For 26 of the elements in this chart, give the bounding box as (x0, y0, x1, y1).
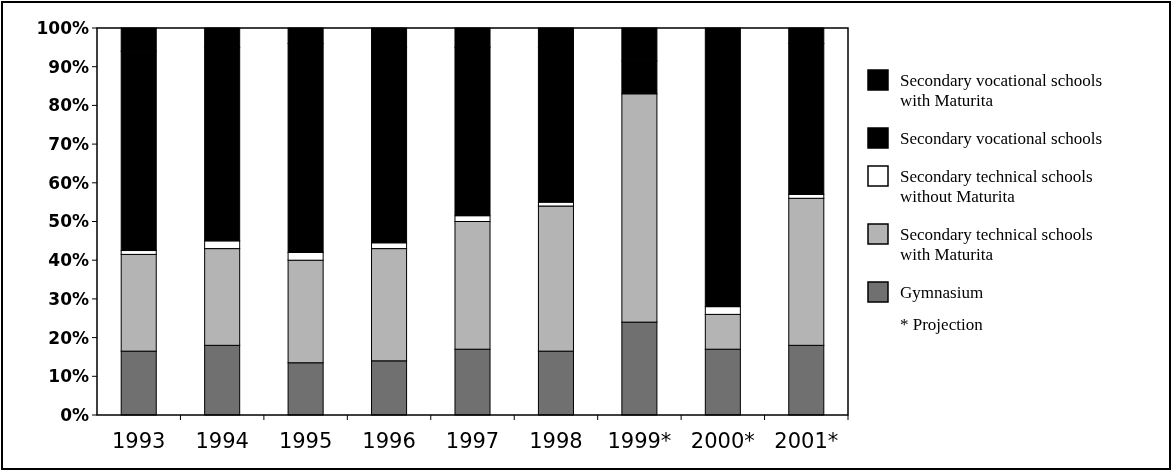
x-tick-label: 1998 (529, 429, 583, 453)
y-tick-label: 30% (48, 288, 89, 309)
x-tick-label: 1994 (195, 429, 249, 453)
y-tick-label: 20% (48, 327, 89, 348)
x-tick-label: 2000* (690, 429, 755, 453)
y-tick-label: 0% (60, 404, 89, 425)
x-tick-label: 1996 (362, 429, 416, 453)
x-tick-label: 1993 (112, 429, 166, 453)
y-tick-label: 100% (36, 17, 89, 38)
legend-label: Secondary technical schools without Maturita (900, 167, 1093, 206)
y-tick-label: 40% (48, 250, 89, 271)
y-tick-label: 80% (48, 95, 89, 116)
legend-label: Secondary technical schools with Maturita (900, 225, 1093, 264)
x-tick-label: 2001* (774, 429, 839, 453)
legend-label: Gymnasium (900, 283, 984, 302)
legend-label: Secondary vocational schools (900, 129, 1103, 148)
y-tick-label: 50% (48, 211, 89, 232)
legend-label: Secondary vocational schools with Maturita (900, 71, 1103, 110)
y-tick-label: 60% (48, 172, 89, 193)
x-tick-label: 1995 (278, 429, 333, 453)
x-tick-label: 1997 (445, 429, 500, 453)
text: * Projection (900, 315, 984, 334)
y-tick-label: 70% (48, 134, 89, 155)
y-tick-label: 10% (48, 366, 89, 387)
x-tick-label: 1999* (607, 429, 672, 453)
y-tick-label: 90% (48, 56, 89, 77)
